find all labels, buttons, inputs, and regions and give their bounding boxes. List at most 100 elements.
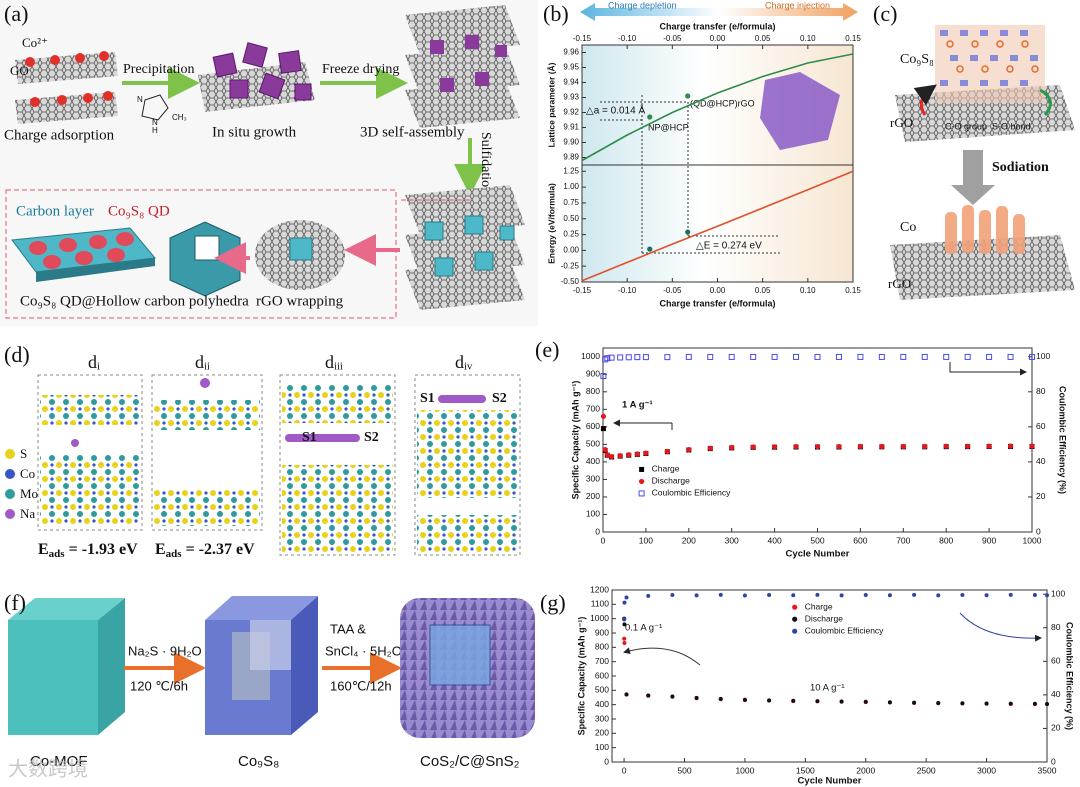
data-point	[943, 443, 949, 449]
step-label: 3D self-assembly	[360, 124, 465, 140]
shape	[940, 30, 948, 36]
data-point	[622, 636, 627, 641]
eads-value: = -1.93 eV	[69, 541, 139, 558]
inner-core	[429, 624, 491, 686]
zoom-box	[5, 189, 397, 319]
x-tick-label: 0.00	[710, 286, 726, 295]
axis-arrow	[959, 612, 1042, 642]
panel-b: Charge depletion Charge injection (b) △a…	[543, 0, 858, 282]
data-point	[887, 700, 892, 705]
panel-label: (f)	[4, 590, 26, 615]
shape	[956, 65, 964, 73]
data-point	[718, 592, 723, 597]
data-point	[986, 443, 992, 449]
data-point	[857, 353, 864, 360]
y-tick-label: 0	[604, 756, 609, 766]
data-point	[1045, 593, 1049, 598]
y-tick-label: 100	[586, 509, 600, 519]
hollow-polyhedra	[424, 215, 515, 277]
data-point	[878, 353, 885, 360]
shape	[962, 205, 974, 253]
shape	[946, 40, 954, 48]
data-point	[1032, 593, 1037, 598]
data-point	[793, 353, 800, 360]
hollow-polyhedron	[289, 237, 313, 261]
x-tick-label: 2500	[917, 765, 936, 775]
data-point	[602, 447, 608, 453]
qd-domes	[29, 232, 134, 269]
shape	[59, 238, 77, 252]
y-tick-label: 100	[595, 742, 609, 752]
shape	[1031, 65, 1039, 73]
site-label: S2	[364, 430, 379, 445]
data-point	[624, 595, 629, 600]
shape	[465, 35, 479, 49]
axis-arrow	[623, 647, 701, 666]
x-tick-label: 0.05	[755, 286, 771, 295]
data-point	[634, 451, 640, 457]
y2-tick-label: 40	[1036, 456, 1046, 466]
shape	[1020, 30, 1028, 36]
arrow-label: Freeze drying	[322, 62, 399, 77]
site-label: S2	[492, 391, 507, 406]
data-point	[960, 593, 965, 598]
data-point	[772, 444, 778, 450]
shape	[996, 206, 1008, 254]
x-tick-label: 1000	[1023, 535, 1042, 545]
data-point	[670, 694, 675, 699]
y-tick-label: 1.25	[563, 166, 579, 175]
plot-frame	[602, 347, 1033, 533]
legend-label: Charge	[805, 601, 833, 611]
cell	[151, 374, 263, 531]
data-point	[664, 354, 671, 361]
y2-tick-label: 0	[1036, 526, 1041, 536]
group-label: C-O group	[945, 121, 987, 131]
mos2-layer	[154, 490, 260, 526]
shape	[1013, 214, 1025, 254]
shape	[212, 52, 238, 78]
legend-marker	[792, 604, 798, 610]
data-point	[642, 354, 649, 361]
panel-c: (c) Co₉S₈ rGO C-O group S-O bond Sodiati…	[873, 1, 1075, 300]
data-point	[814, 353, 821, 360]
data-point	[647, 114, 653, 120]
y-tick-label: 600	[586, 421, 600, 431]
annotation: 10 A g⁻¹	[810, 683, 845, 694]
mos2-layer	[282, 385, 393, 423]
cube-top	[8, 598, 125, 620]
ion-label: Co²⁺	[22, 35, 48, 50]
charge-arrow	[580, 3, 858, 21]
arrow-label: Precipitation	[123, 62, 195, 77]
bond-label: S-O bond	[992, 121, 1031, 131]
shape	[464, 215, 484, 235]
data-point	[964, 353, 971, 360]
shape	[950, 55, 958, 61]
annotation: 1 A g⁻¹	[622, 400, 653, 411]
data-point	[863, 593, 868, 598]
x-axis-label: Cycle Number	[786, 549, 850, 560]
panel-label: (b)	[543, 1, 569, 26]
legend-dot	[5, 489, 15, 499]
shape	[25, 57, 35, 67]
x-tick-label: 600	[853, 535, 867, 545]
y-tick-label: 0.75	[563, 198, 579, 207]
data-point	[879, 443, 885, 450]
co-clusters	[945, 205, 1025, 254]
shape	[434, 257, 454, 277]
y-tick-label: 1.00	[563, 182, 579, 191]
reagent-label: Na₂S · 9H₂O	[128, 643, 202, 658]
na-atom	[200, 378, 210, 388]
data-point	[686, 447, 692, 453]
panel-e: (e)	[535, 337, 1027, 430]
injection-label: Charge injection	[765, 0, 830, 10]
shape	[50, 55, 60, 65]
data-point	[863, 699, 868, 704]
legend-marker	[639, 478, 645, 485]
depletion-label: Charge depletion	[608, 0, 677, 10]
data-point	[742, 593, 747, 598]
series-line	[581, 53, 854, 162]
data-point	[791, 593, 796, 598]
mos2-layer	[40, 395, 140, 425]
data-point	[1032, 701, 1037, 706]
